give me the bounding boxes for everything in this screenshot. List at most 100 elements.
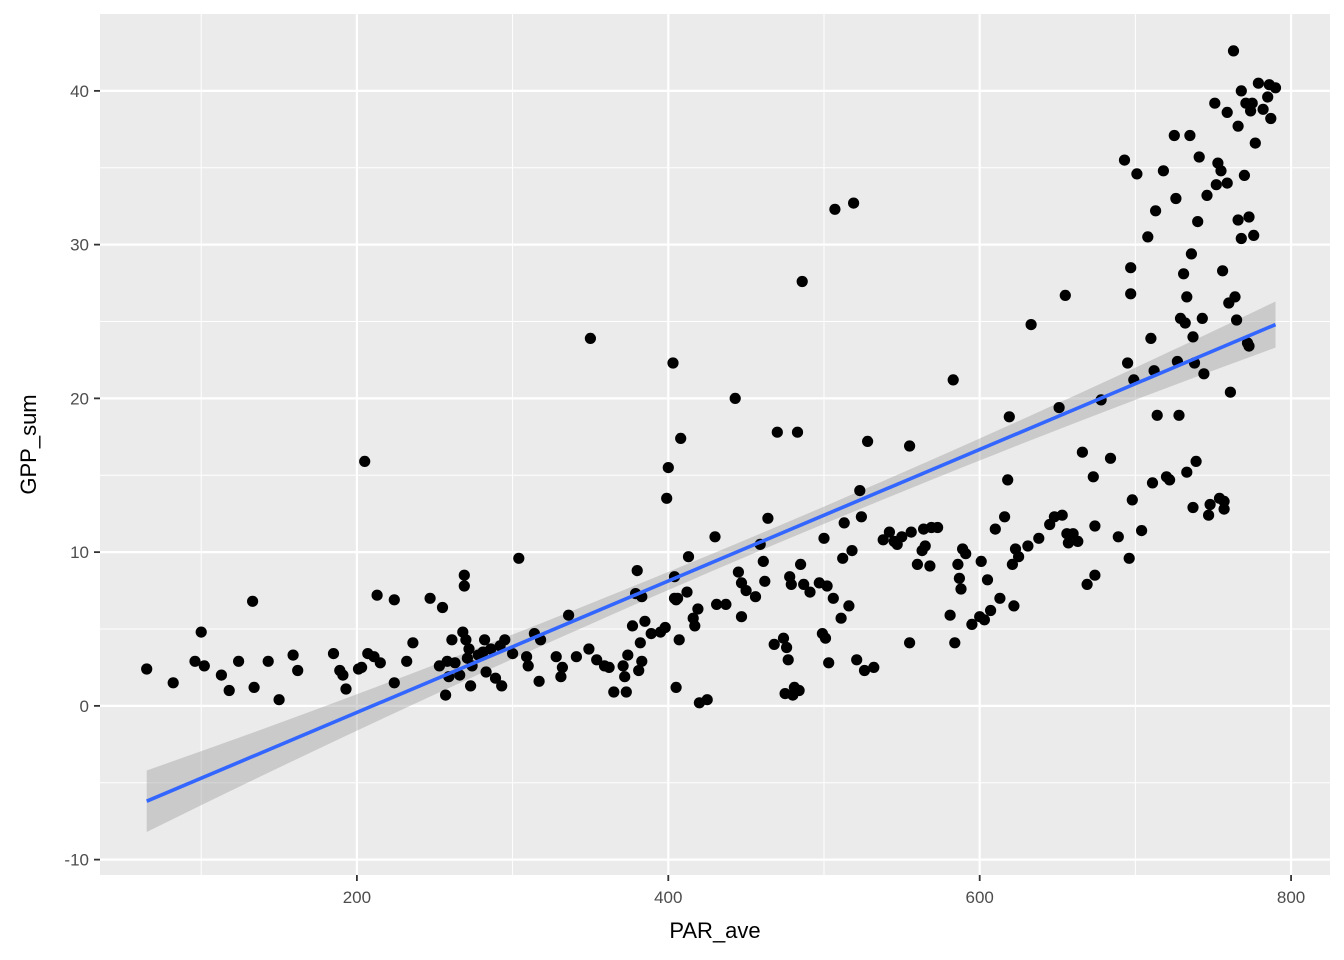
data-point (374, 657, 386, 669)
data-point (1227, 45, 1240, 57)
data-point (1196, 312, 1208, 324)
data-point (659, 621, 671, 634)
data-point (506, 648, 519, 660)
data-point (1123, 552, 1135, 564)
data-point (440, 689, 452, 701)
data-point (1062, 537, 1074, 549)
data-point (868, 661, 880, 674)
data-point (1142, 231, 1154, 243)
data-point (1210, 179, 1222, 191)
data-point (848, 197, 860, 209)
data-point (1252, 77, 1264, 89)
data-point (795, 558, 807, 571)
data-point (631, 565, 643, 577)
data-point (1081, 578, 1093, 591)
data-point (563, 609, 575, 621)
data-point (975, 555, 987, 568)
y-axis-title: GPP_sum (16, 394, 41, 494)
data-point (819, 632, 832, 644)
data-point (463, 643, 475, 655)
data-point (1126, 494, 1138, 506)
data-point (479, 634, 491, 646)
data-point (1192, 216, 1204, 228)
data-point (1170, 192, 1182, 205)
x-axis: 200 400 600 800 (343, 875, 1305, 907)
data-point (215, 669, 227, 681)
data-point (555, 671, 567, 683)
data-point (248, 681, 260, 694)
data-point (735, 611, 748, 623)
data-point (851, 654, 863, 666)
data-point (340, 683, 352, 695)
data-point (1025, 319, 1037, 331)
data-point (858, 664, 871, 677)
data-point (682, 551, 695, 563)
data-point (1089, 569, 1101, 581)
data-point (570, 651, 583, 663)
data-point (424, 592, 436, 604)
x-tick-label: 600 (965, 888, 993, 907)
data-point (1104, 452, 1117, 464)
data-point (458, 580, 470, 592)
data-point (827, 592, 839, 604)
grid-major (100, 14, 1330, 875)
x-axis-title: PAR_ave (669, 918, 760, 943)
data-point (821, 580, 833, 592)
data-point (1118, 154, 1131, 166)
data-point (1151, 409, 1163, 421)
data-point (759, 575, 771, 587)
data-point (689, 620, 701, 632)
data-point (167, 677, 179, 689)
data-point (603, 661, 615, 674)
data-point (994, 592, 1006, 604)
data-point (793, 684, 805, 697)
data-point (446, 634, 458, 646)
confidence-band (146, 301, 1276, 832)
data-point (1215, 165, 1227, 177)
data-point (1187, 331, 1199, 343)
data-point (1053, 402, 1065, 414)
data-point (619, 671, 631, 683)
data-point (584, 332, 597, 344)
data-point (485, 643, 497, 655)
confidence-band-layer (146, 301, 1276, 832)
data-point (1204, 498, 1216, 511)
data-point (1136, 525, 1148, 537)
data-point (1198, 368, 1210, 380)
data-point (846, 545, 858, 557)
data-point (1157, 165, 1169, 177)
data-point (1013, 551, 1025, 563)
data-point (777, 632, 790, 644)
data-point (905, 526, 917, 538)
data-point (513, 552, 525, 564)
y-tick-label: 10 (70, 543, 89, 562)
data-point (1218, 495, 1230, 507)
data-point (141, 663, 153, 675)
data-point (1150, 205, 1162, 217)
data-point (1201, 189, 1213, 201)
data-point (999, 511, 1011, 523)
data-point (796, 275, 808, 288)
data-point (1224, 386, 1236, 398)
data-point (709, 531, 721, 543)
data-point (1221, 106, 1233, 118)
data-point (1164, 474, 1176, 486)
data-point (1246, 97, 1258, 109)
points-layer (141, 45, 1282, 709)
data-point (855, 511, 868, 523)
data-point (877, 534, 889, 546)
data-point (1238, 169, 1250, 181)
y-axis: -10 0 10 20 30 40 (64, 82, 100, 870)
data-point (1033, 532, 1045, 544)
data-point (1022, 540, 1034, 552)
data-point (740, 585, 752, 597)
data-point (896, 531, 908, 543)
data-point (782, 654, 794, 666)
data-point (480, 666, 492, 678)
data-point (1131, 168, 1143, 180)
data-point (233, 655, 245, 667)
data-point (829, 203, 841, 215)
data-point (449, 657, 461, 669)
data-point (1221, 177, 1233, 189)
data-point (636, 655, 648, 667)
